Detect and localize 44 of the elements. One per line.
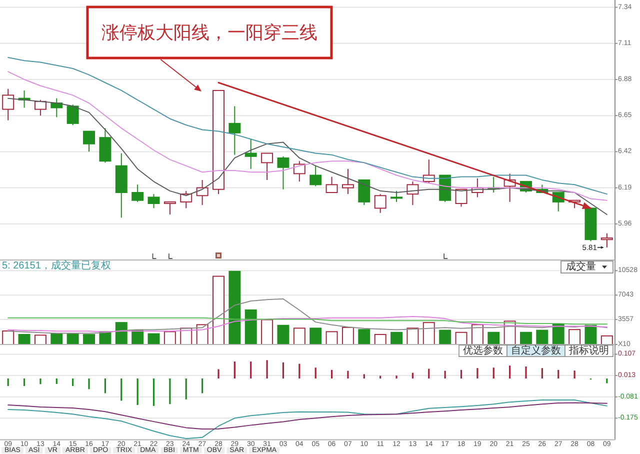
bar [115, 322, 128, 344]
bar [552, 323, 564, 344]
bar [488, 332, 500, 344]
bar [34, 334, 46, 345]
bar [439, 330, 452, 344]
annotation: 成交量 [566, 260, 596, 273]
bar [422, 322, 435, 345]
button: 指标说明 [564, 344, 614, 357]
bar [342, 326, 354, 345]
annotation: 涨停板大阳线，一阳穿三线 [86, 6, 333, 60]
bar [568, 329, 581, 345]
line-series [8, 400, 608, 440]
bar [406, 328, 419, 345]
bar [520, 332, 532, 344]
bar [310, 328, 322, 344]
line-series [8, 316, 608, 332]
bar [164, 331, 176, 345]
button: 自定义参数 [506, 344, 566, 357]
bar [358, 329, 370, 344]
bar [326, 331, 338, 345]
bar [374, 334, 386, 345]
bar [244, 309, 257, 344]
annotation: 自定义参数 [511, 344, 561, 356]
bar [212, 276, 224, 345]
line-series [8, 402, 608, 430]
bar [277, 324, 290, 344]
bar [148, 333, 160, 344]
annotation: 优选参数 [463, 344, 503, 356]
annotation: 指标说明 [568, 344, 609, 356]
bar [83, 334, 95, 344]
bar [2, 330, 14, 345]
bar [261, 319, 274, 345]
annotation: 5: 26151，成交量已复权 [2, 259, 111, 272]
bar [390, 332, 402, 344]
line-series [8, 298, 608, 334]
line-series [8, 317, 608, 325]
dropdown: 成交量 [560, 260, 614, 274]
bar [293, 328, 306, 345]
bar [18, 334, 30, 344]
annotation: 涨停板大阳线，一阳穿三线 [101, 22, 318, 42]
bar [228, 270, 241, 344]
button: 优选参数 [458, 344, 508, 357]
bar [50, 333, 63, 344]
bar [536, 330, 548, 344]
